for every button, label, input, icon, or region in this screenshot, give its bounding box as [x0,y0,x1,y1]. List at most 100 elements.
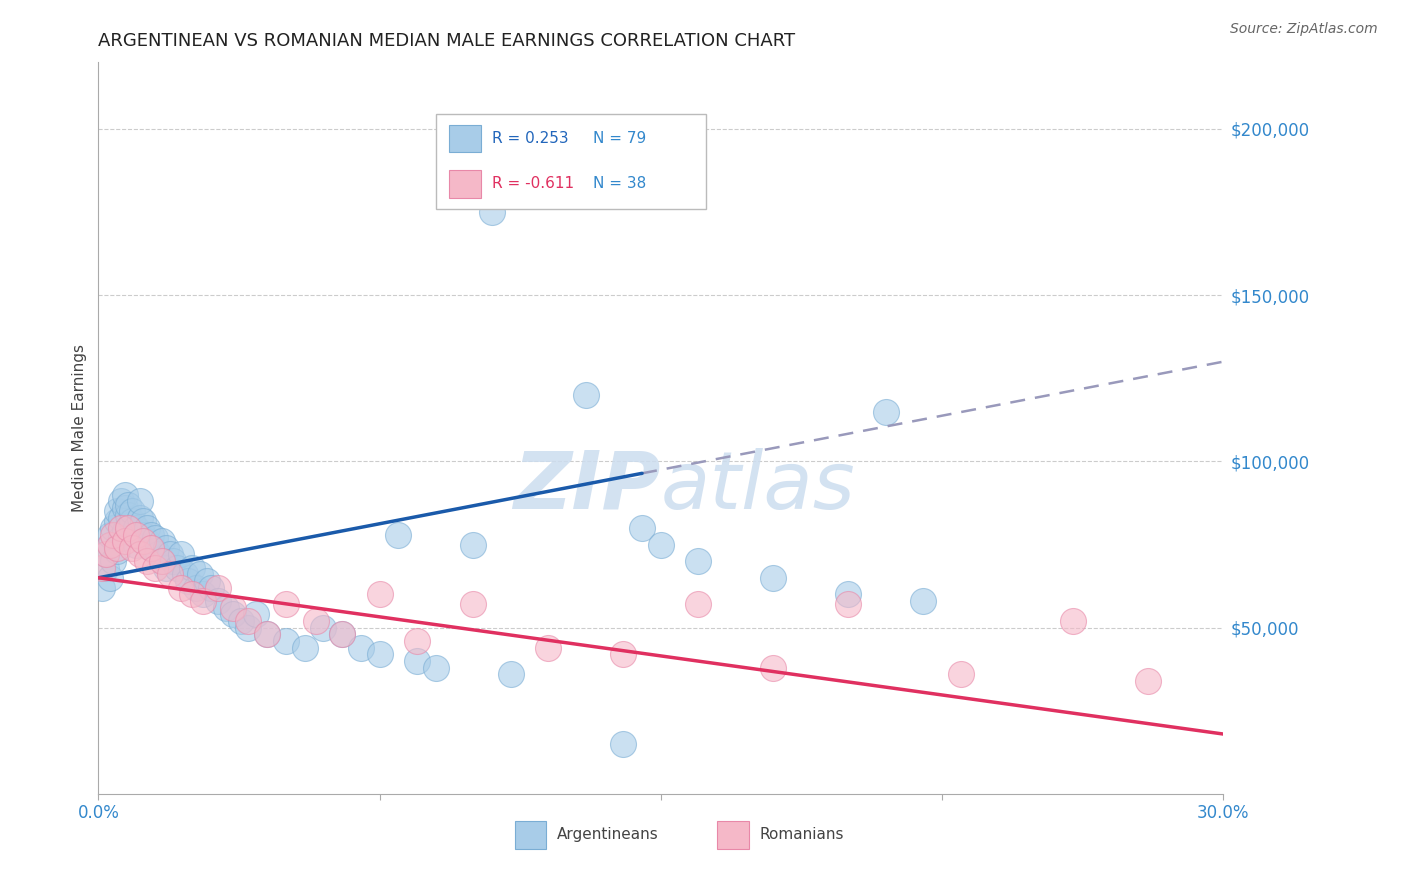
Point [136,534,159,549]
Point [256,627,278,641]
Point [238,614,260,628]
Bar [717,821,748,849]
Point [155,541,177,555]
Point [312,621,335,635]
Point [114,500,136,515]
Text: ZIP: ZIP [513,448,661,525]
Y-axis label: Median Male Earnings: Median Male Earnings [72,344,87,512]
Point [463,537,485,551]
Point [128,548,150,562]
Point [762,571,785,585]
Point [143,531,166,545]
Point [294,640,316,655]
Point [159,548,181,562]
Point [177,574,200,588]
Point [128,494,150,508]
Point [139,541,162,555]
Point [150,554,173,568]
Point [105,544,128,558]
Point [207,581,229,595]
Point [170,581,193,595]
Point [688,598,710,612]
Point [150,534,173,549]
Point [837,587,859,601]
Point [222,607,245,622]
Bar [515,821,546,849]
Point [537,640,560,655]
Point [117,498,139,512]
Point [256,627,278,641]
Point [181,587,204,601]
Point [166,561,188,575]
Point [238,621,260,635]
Point [159,567,181,582]
Point [912,594,935,608]
Point [305,614,328,628]
Point [274,634,297,648]
Point [184,581,207,595]
Point [188,567,211,582]
Bar [450,125,481,153]
Point [150,554,173,568]
Text: Source: ZipAtlas.com: Source: ZipAtlas.com [1230,22,1378,37]
Point [94,548,117,562]
Point [110,494,132,508]
Point [181,561,204,575]
Text: atlas: atlas [661,448,856,525]
Point [98,571,121,585]
Point [103,554,125,568]
Point [132,534,155,549]
Point [105,541,128,555]
Point [368,587,391,601]
Point [200,581,222,595]
Point [193,594,215,608]
Point [110,531,132,545]
Point [170,548,193,562]
Point [98,537,121,551]
Point [350,640,373,655]
Point [143,544,166,558]
Point [631,521,654,535]
Point [837,598,859,612]
Point [91,561,114,575]
Point [612,647,634,661]
Point [650,537,672,551]
Point [121,504,143,518]
Point [1137,673,1160,688]
Point [125,527,148,541]
Point [387,527,409,541]
Point [132,514,155,528]
Point [110,521,132,535]
Point [94,561,117,575]
Point [575,388,598,402]
Point [117,508,139,522]
Point [368,647,391,661]
Point [162,554,184,568]
Point [425,660,447,674]
Point [114,534,136,549]
Point [406,634,429,648]
Point [215,600,238,615]
Point [128,511,150,525]
Point [245,607,267,622]
Point [222,600,245,615]
Point [139,541,162,555]
Point [136,554,159,568]
Point [121,514,143,528]
Text: Romanians: Romanians [759,828,844,842]
Text: Argentineans: Argentineans [557,828,659,842]
Point [274,598,297,612]
Point [94,548,117,562]
Point [173,567,195,582]
Point [143,561,166,575]
Point [481,205,503,219]
Point [98,527,121,541]
Text: R = -0.611: R = -0.611 [492,177,574,192]
Text: R = 0.253: R = 0.253 [492,131,568,146]
Point [114,488,136,502]
Point [499,667,522,681]
Point [406,654,429,668]
Point [110,511,132,525]
FancyBboxPatch shape [436,113,706,209]
Point [117,521,139,535]
